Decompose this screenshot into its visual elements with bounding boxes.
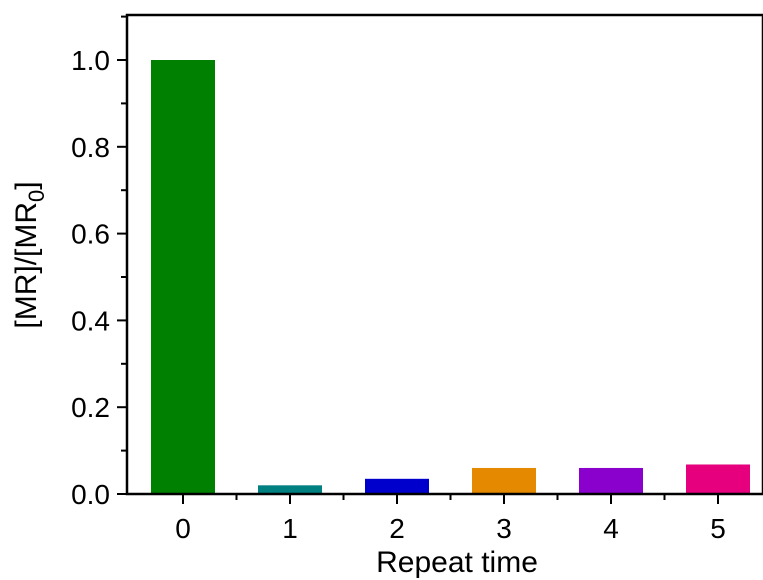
bars-group [151, 60, 750, 494]
bar-4 [579, 467, 643, 494]
x-tick-label-3: 3 [496, 513, 512, 544]
bar-3 [472, 467, 536, 494]
x-tick-label-4: 4 [603, 513, 619, 544]
plot-frame [125, 13, 763, 496]
y-axis-title-close: ] [10, 181, 43, 189]
x-tick-label-2: 2 [389, 513, 405, 544]
bar-1 [258, 485, 322, 494]
y-axis-title-main: [MR]/[MR [10, 202, 43, 329]
y-axis-title: [MR]/[MR0] [10, 181, 49, 328]
y-tick-label-0.4: 0.4 [71, 305, 110, 336]
bar-2 [365, 478, 429, 494]
bar-5 [686, 464, 750, 494]
y-axis-title-subscript: 0 [24, 190, 49, 202]
y-tick-label-0.8: 0.8 [71, 132, 110, 163]
x-tick-label-5: 5 [710, 513, 726, 544]
x-axis-title: Repeat time [376, 546, 538, 579]
x-tick-label-1: 1 [282, 513, 298, 544]
y-tick-labels: 0.0 0.2 0.4 0.6 0.8 1.0 [71, 45, 110, 510]
x-tick-label-0: 0 [175, 513, 191, 544]
bar-0 [151, 60, 215, 494]
y-tick-label-0.6: 0.6 [71, 219, 110, 250]
y-tick-label-0.0: 0.0 [71, 479, 110, 510]
x-tick-labels: 0 1 2 3 4 5 [175, 513, 726, 544]
y-tick-label-1.0: 1.0 [71, 45, 110, 76]
y-tick-label-0.2: 0.2 [71, 392, 110, 423]
